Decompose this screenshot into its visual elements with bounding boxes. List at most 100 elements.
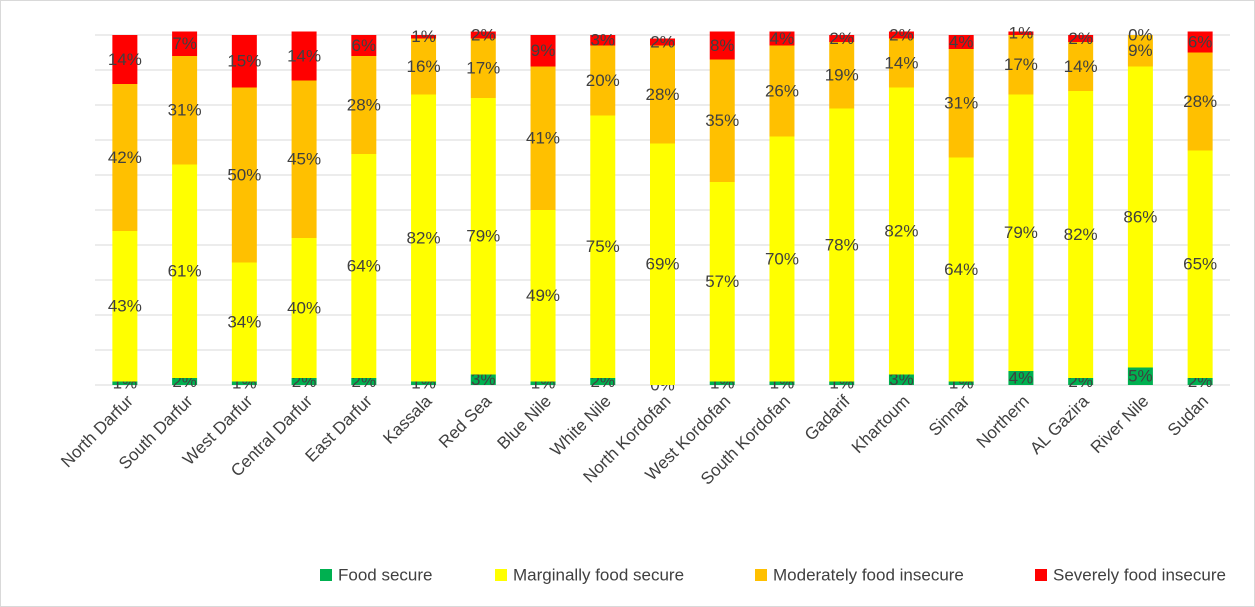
data-label: 79% bbox=[1004, 223, 1038, 242]
bar-segment bbox=[112, 84, 138, 231]
data-label: 82% bbox=[1064, 225, 1098, 244]
bar-segment bbox=[948, 381, 974, 385]
data-label: 8% bbox=[710, 36, 735, 55]
data-label: 79% bbox=[466, 227, 500, 246]
data-label: 14% bbox=[287, 46, 321, 65]
bar-segment bbox=[888, 374, 914, 385]
data-label: 28% bbox=[645, 85, 679, 104]
legend-label: Severely food insecure bbox=[1053, 565, 1226, 584]
bar-segment bbox=[231, 35, 257, 88]
data-label: 65% bbox=[1183, 255, 1217, 274]
data-label: 70% bbox=[765, 249, 799, 268]
bar-segment bbox=[888, 87, 914, 375]
bar-segment bbox=[351, 378, 377, 385]
bar-segment bbox=[829, 381, 855, 385]
bar-segment bbox=[829, 108, 855, 382]
legend-swatch bbox=[495, 569, 507, 581]
data-label: 2% bbox=[650, 32, 675, 51]
bar-segment bbox=[1008, 31, 1034, 35]
bar-segment bbox=[1068, 42, 1094, 91]
bar-segment bbox=[829, 42, 855, 109]
bar-segment bbox=[291, 80, 317, 238]
bar-segment bbox=[172, 31, 198, 56]
bar-segment bbox=[231, 381, 257, 385]
data-label: 20% bbox=[586, 71, 620, 90]
data-label: 26% bbox=[765, 81, 799, 100]
bar-segment bbox=[888, 31, 914, 39]
data-label: 34% bbox=[227, 312, 261, 331]
bar-segment bbox=[351, 56, 377, 154]
bar-segment bbox=[1008, 35, 1034, 95]
bar-segment bbox=[470, 374, 496, 385]
bar-segment bbox=[470, 38, 496, 98]
data-label: 31% bbox=[168, 101, 202, 120]
bar-segment bbox=[590, 378, 616, 385]
data-label: 42% bbox=[108, 148, 142, 167]
bar-segment bbox=[650, 38, 675, 46]
bar-segment bbox=[1187, 378, 1213, 385]
bar-segment bbox=[411, 94, 437, 382]
data-label: 7% bbox=[172, 34, 197, 53]
bar-segment bbox=[291, 238, 317, 378]
bar-segment bbox=[530, 66, 556, 210]
bar-segment bbox=[1068, 378, 1094, 385]
bar-segment bbox=[172, 164, 198, 378]
data-label: 3% bbox=[889, 370, 914, 389]
data-label: 78% bbox=[825, 235, 859, 254]
data-label: 17% bbox=[1004, 55, 1038, 74]
bar-segment bbox=[709, 31, 735, 60]
data-label: 4% bbox=[770, 29, 795, 48]
bar-segment bbox=[590, 45, 616, 116]
legend-label: Marginally food secure bbox=[513, 565, 684, 584]
bar-segment bbox=[948, 49, 974, 158]
legend-swatch bbox=[1035, 569, 1047, 581]
bar-segment bbox=[1068, 35, 1094, 42]
data-label: 41% bbox=[526, 129, 560, 148]
bar-segment bbox=[1187, 150, 1213, 378]
data-label: 50% bbox=[227, 165, 261, 184]
data-label: 31% bbox=[944, 94, 978, 113]
legend-label: Food secure bbox=[338, 565, 433, 584]
bar-segment bbox=[112, 35, 138, 84]
legend-label: Moderately food insecure bbox=[773, 565, 964, 584]
bar-segment bbox=[112, 381, 138, 385]
data-label: 19% bbox=[825, 66, 859, 85]
data-label: 35% bbox=[705, 111, 739, 130]
bar-segment bbox=[769, 381, 795, 385]
bar-segment bbox=[231, 262, 257, 382]
bar-segment bbox=[231, 87, 257, 263]
data-label: 16% bbox=[407, 57, 441, 76]
data-label: 4% bbox=[949, 32, 974, 51]
data-label: 2% bbox=[829, 29, 854, 48]
bar-segment bbox=[769, 45, 795, 137]
bar-segment bbox=[1008, 94, 1034, 371]
data-label: 5% bbox=[1128, 367, 1153, 386]
bar-segment bbox=[888, 38, 914, 88]
bar-segment bbox=[411, 381, 437, 385]
bar-segment bbox=[769, 31, 795, 46]
data-label: 28% bbox=[1183, 92, 1217, 111]
data-label: 82% bbox=[884, 221, 918, 240]
data-label: 0% bbox=[1128, 25, 1153, 44]
data-label: 2% bbox=[471, 25, 496, 44]
bar-segment bbox=[1187, 52, 1213, 151]
data-label: 28% bbox=[347, 95, 381, 114]
data-label: 82% bbox=[407, 228, 441, 247]
data-label: 43% bbox=[108, 297, 142, 316]
bar-segment bbox=[1127, 367, 1153, 385]
data-label: 17% bbox=[466, 59, 500, 78]
data-label: 9% bbox=[531, 41, 556, 60]
data-label: 45% bbox=[287, 150, 321, 169]
bar-segment bbox=[1068, 91, 1094, 378]
bar-segment bbox=[172, 378, 198, 385]
bar-segment bbox=[1127, 35, 1153, 67]
bar-segment bbox=[1187, 31, 1213, 53]
bar-segment bbox=[709, 59, 735, 182]
data-label: 86% bbox=[1123, 207, 1157, 226]
data-label: 14% bbox=[1064, 57, 1098, 76]
data-label: 6% bbox=[352, 36, 377, 55]
bar-segment bbox=[948, 157, 974, 382]
data-label: 2% bbox=[1068, 29, 1093, 48]
bar-segment bbox=[470, 98, 496, 375]
